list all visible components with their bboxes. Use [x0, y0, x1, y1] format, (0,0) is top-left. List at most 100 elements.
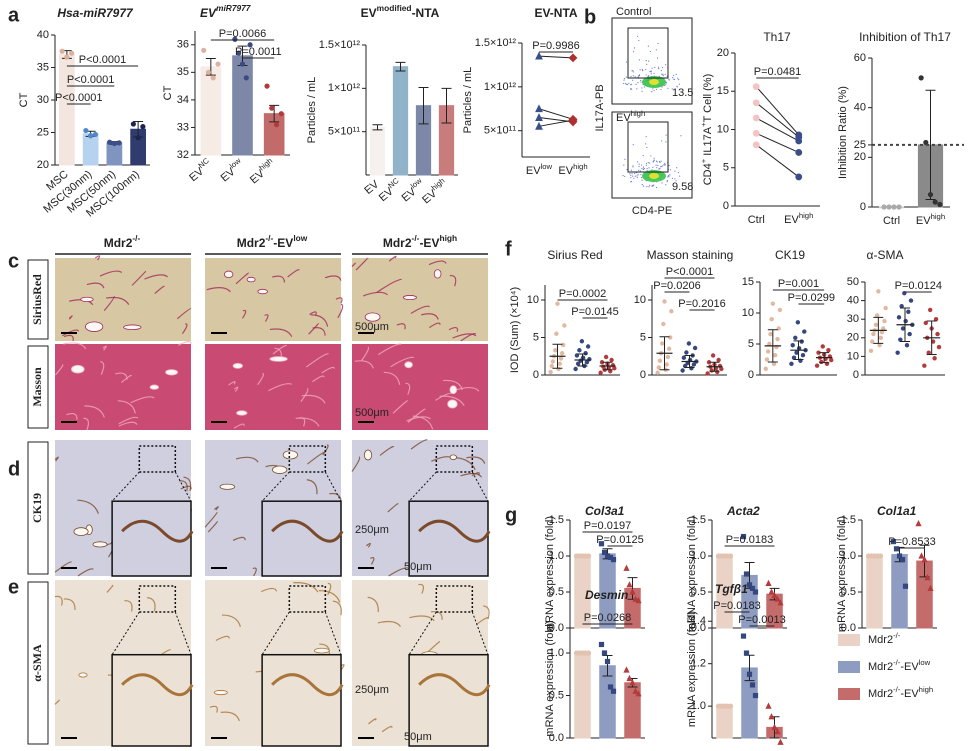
histology-image — [55, 255, 192, 342]
pair-line — [538, 119, 574, 127]
inset-vessel — [271, 519, 344, 543]
point — [561, 342, 566, 348]
flow-dot — [642, 154, 644, 157]
chart: EVmiR7977CT3233343536EVNCEVlowEVhighP=0.… — [162, 3, 290, 186]
tissue-streak — [466, 456, 486, 464]
flow-dot — [626, 168, 628, 171]
panel-label: g — [505, 504, 517, 526]
vessel — [123, 324, 142, 331]
zoom-guide — [261, 471, 290, 502]
flow-dot — [660, 160, 662, 162]
x-tick-label: EVhigh — [916, 212, 945, 227]
p-value: P<0.0001 — [79, 54, 126, 66]
point — [763, 366, 768, 371]
point — [877, 553, 884, 559]
point — [535, 113, 543, 121]
flow-dot — [634, 175, 636, 177]
point — [553, 348, 558, 353]
pair-line — [755, 86, 800, 136]
scale-bar-label: 250μm — [355, 524, 389, 536]
text-part: -/- — [893, 631, 901, 640]
x-tick-label: Ctrl — [883, 215, 900, 227]
point — [906, 309, 911, 314]
bar — [866, 555, 883, 629]
sd-bar — [873, 316, 884, 344]
panel-label: e — [8, 576, 19, 598]
point — [819, 359, 824, 365]
text-part: high — [257, 156, 274, 172]
vessel — [73, 527, 89, 536]
point — [661, 321, 666, 327]
point — [607, 684, 614, 690]
point — [92, 131, 98, 138]
point — [655, 370, 660, 375]
point — [814, 363, 820, 368]
point — [768, 588, 775, 595]
histology-image — [351, 439, 491, 577]
scale-bar-label: 50μm — [404, 561, 432, 573]
text-part: high — [439, 233, 457, 243]
flow-dot — [678, 78, 680, 81]
point — [923, 320, 928, 326]
histology-image — [205, 344, 341, 430]
y-axis-label: CT — [18, 92, 30, 107]
point — [601, 364, 606, 369]
point — [777, 307, 783, 313]
point — [765, 579, 772, 586]
y-tick-label: 40 — [37, 29, 49, 41]
y-tick-label: 0.0 — [549, 732, 564, 744]
tissue-streak — [321, 366, 336, 374]
point — [877, 343, 882, 348]
point — [665, 354, 671, 360]
point — [890, 539, 897, 545]
y-tick-label: 10 — [847, 350, 859, 362]
tissue — [352, 258, 488, 341]
tissue-streak — [300, 388, 309, 402]
point — [895, 350, 900, 355]
flow-dot — [639, 170, 641, 172]
zoom-box — [138, 445, 177, 473]
flow-dot — [657, 164, 659, 167]
flow-dot — [639, 69, 641, 71]
vessel — [402, 295, 417, 301]
tissue-streak — [340, 664, 345, 671]
vessel — [282, 450, 299, 460]
point — [924, 574, 931, 581]
flow-dot — [678, 83, 680, 85]
scale-bar-label: 250μm — [355, 684, 389, 696]
text-part: EV — [200, 6, 217, 20]
vessel — [236, 410, 248, 416]
point — [873, 322, 879, 327]
flow-dot — [642, 166, 645, 168]
sd-bar — [819, 352, 830, 364]
text-part: high — [429, 176, 446, 192]
point — [795, 137, 803, 145]
pair-line — [756, 132, 799, 153]
y-tick-label: 0.5 — [549, 586, 564, 598]
point — [743, 571, 750, 577]
y-tick-label: 0 — [533, 369, 539, 381]
flow-dot — [645, 74, 647, 76]
y-tick-label: 0.0 — [549, 622, 564, 634]
point — [871, 331, 876, 337]
tissue-streak — [332, 600, 342, 616]
flow-dot — [650, 71, 652, 73]
legend-label: Mdr2-/--EVhigh — [868, 685, 933, 700]
panel-label: b — [584, 6, 596, 28]
tissue-streak — [392, 400, 408, 414]
bar — [599, 665, 616, 739]
tissue-streak — [351, 262, 356, 267]
sd-bar — [659, 336, 670, 371]
chart-title: CK19 — [775, 248, 805, 262]
y-tick-label: 34 — [177, 94, 189, 106]
y-axis-label: Inhibition Ratio (%) — [837, 86, 849, 179]
flow-dot — [632, 75, 634, 77]
point — [883, 305, 888, 311]
flow-dot — [638, 163, 640, 165]
tissue-streak — [77, 499, 100, 514]
point — [656, 365, 661, 370]
flow-dot — [632, 166, 634, 168]
y-tick-label: 20 — [717, 47, 729, 59]
y-tick-label: 0 — [748, 369, 754, 381]
tissue-streak — [337, 303, 344, 319]
